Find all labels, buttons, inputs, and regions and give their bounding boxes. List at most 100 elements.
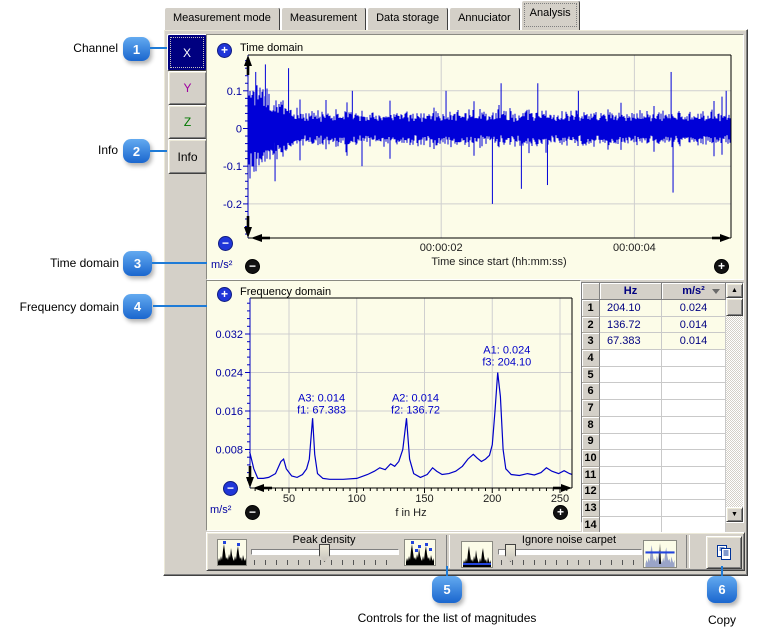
controls-separator-1	[446, 535, 450, 568]
table-cell-hz[interactable]	[600, 484, 662, 501]
table-cell-hz[interactable]	[600, 450, 662, 467]
table-cell-ms2[interactable]	[662, 400, 726, 417]
analysis-screen: Measurement modeMeasurementData storageA…	[0, 0, 763, 644]
table-row-number: 4	[582, 350, 600, 367]
tab-annuciator[interactable]: Annuciator	[449, 7, 520, 30]
table-cell-ms2[interactable]: 0.014	[662, 317, 726, 334]
table-cell-ms2[interactable]	[662, 367, 726, 384]
scroll-down-button[interactable]: ▼	[726, 507, 743, 522]
channel-button-y[interactable]: Y	[168, 71, 207, 105]
table-row-number: 9	[582, 434, 600, 451]
time-x-axis-label: Time since start (hh:mm:ss)	[431, 256, 566, 268]
table-cell-ms2[interactable]	[662, 417, 726, 434]
freq-x-zoom-in-button[interactable]: +	[553, 505, 568, 520]
table-header-ms2[interactable]: m/s²	[662, 283, 726, 300]
table-row-number: 2	[582, 317, 600, 334]
table-cell-ms2[interactable]	[662, 450, 726, 467]
tab-data-storage[interactable]: Data storage	[367, 7, 448, 30]
sort-descending-icon[interactable]	[712, 289, 720, 294]
peak-amplitude-label: A1: 0.024	[483, 345, 530, 357]
callout-badge-1: 1	[123, 37, 150, 61]
table-row-number: 11	[582, 467, 600, 484]
table-row-number: 13	[582, 500, 600, 517]
table-cell-hz[interactable]	[600, 467, 662, 484]
time-y-tick-label: -0.2	[223, 199, 242, 211]
freq-x-axis-label: f in Hz	[395, 507, 426, 519]
callout-badge-3: 3	[123, 251, 152, 276]
table-row-number: 10	[582, 450, 600, 467]
scrollbar-thumb[interactable]	[726, 298, 743, 316]
callout-label-5: Controls for the list of magnitudes	[330, 611, 564, 625]
time-domain-title: Time domain	[240, 42, 303, 54]
table-cell-ms2[interactable]	[662, 484, 726, 501]
noise-carpet-off-icon	[461, 541, 493, 568]
freq-y-tick-label: 0.008	[215, 445, 243, 457]
callout-label-2: Info	[0, 143, 118, 157]
freq-y-zoom-out-button[interactable]: −	[223, 481, 238, 496]
scroll-up-button[interactable]: ▲	[726, 283, 743, 298]
table-cell-hz[interactable]	[600, 400, 662, 417]
time-x-zoom-in-button[interactable]: +	[714, 259, 729, 274]
freq-y-tick-label: 0.016	[215, 406, 243, 418]
callout-label-1: Channel	[0, 41, 118, 55]
peak-density-slider-ticks	[254, 560, 395, 565]
freq-x-tick-label: 200	[483, 493, 501, 505]
time-x-tick-label: 00:00:02	[420, 242, 463, 254]
freq-zoom-in-button[interactable]: +	[217, 287, 232, 302]
time-x-tick-label: 00:00:04	[613, 242, 656, 254]
time-domain-chart[interactable]: 0.10-0.1-0.200:00:0200:00:04Time since s…	[207, 35, 743, 279]
peak-amplitude-label: A2: 0.014	[392, 393, 439, 405]
time-domain-panel: 0.10-0.1-0.200:00:0200:00:04Time since s…	[206, 34, 744, 280]
table-header-hz[interactable]: Hz	[600, 283, 662, 300]
frequency-domain-title: Frequency domain	[240, 286, 331, 298]
freq-y-tick-label: 0.032	[215, 329, 243, 341]
freq-x-tick-label: 250	[551, 493, 569, 505]
time-y-tick-label: 0.1	[227, 86, 242, 98]
channel-button-z[interactable]: Z	[168, 105, 207, 139]
table-row-number: 3	[582, 333, 600, 350]
high-peak-density-icon	[404, 539, 436, 566]
freq-y-tick-label: 0.024	[215, 368, 243, 380]
table-cell-hz[interactable]	[600, 383, 662, 400]
freq-x-zoom-out-button[interactable]: −	[245, 505, 260, 520]
table-cell-hz[interactable]: 67.383	[600, 333, 662, 350]
table-cell-hz[interactable]: 204.10	[600, 300, 662, 317]
magnitude-table-grid: Hzm/s²1204.100.0242136.720.014367.3830.0…	[582, 283, 726, 534]
table-cell-hz[interactable]	[600, 434, 662, 451]
table-cell-ms2[interactable]	[662, 500, 726, 517]
ignore-noise-slider-track[interactable]	[498, 549, 642, 555]
noise-carpet-on-icon	[643, 540, 677, 568]
channel-button-info[interactable]: Info	[168, 139, 207, 174]
table-cell-ms2[interactable]: 0.024	[662, 300, 726, 317]
table-cell-hz[interactable]	[600, 367, 662, 384]
table-cell-hz[interactable]	[600, 350, 662, 367]
table-cell-ms2[interactable]	[662, 434, 726, 451]
low-peak-density-icon	[217, 539, 247, 566]
table-cell-ms2[interactable]: 0.014	[662, 333, 726, 350]
table-scrollbar[interactable]: ▲ ▼	[726, 283, 743, 522]
copy-icon	[716, 545, 733, 561]
table-cell-ms2[interactable]	[662, 467, 726, 484]
table-cell-hz[interactable]	[600, 500, 662, 517]
tab-measurement-mode[interactable]: Measurement mode	[164, 7, 280, 30]
time-zoom-in-button[interactable]: +	[217, 43, 232, 58]
table-cell-hz[interactable]: 136.72	[600, 317, 662, 334]
table-cell-hz[interactable]	[600, 417, 662, 434]
frequency-domain-chart[interactable]: 0.0320.0240.0160.00850100150200250f in H…	[207, 281, 580, 530]
freq-unit-label: m/s²	[210, 504, 231, 516]
callout-badge-2: 2	[123, 139, 150, 163]
frequency-domain-panel: 0.0320.0240.0160.00850100150200250f in H…	[206, 280, 581, 531]
tab-analysis[interactable]: Analysis	[521, 0, 580, 30]
time-x-zoom-out-button[interactable]: −	[245, 259, 260, 274]
time-y-zoom-out-button[interactable]: −	[218, 236, 233, 251]
table-row-number: 7	[582, 400, 600, 417]
table-row-number: 5	[582, 367, 600, 384]
peak-frequency-label: f2: 136.72	[391, 405, 440, 417]
peak-amplitude-label: A3: 0.014	[298, 393, 345, 405]
copy-button[interactable]	[706, 536, 742, 569]
freq-x-tick-label: 150	[415, 493, 433, 505]
channel-button-x[interactable]: X	[167, 34, 207, 71]
tab-measurement[interactable]: Measurement	[281, 7, 366, 30]
table-cell-ms2[interactable]	[662, 350, 726, 367]
table-cell-ms2[interactable]	[662, 383, 726, 400]
